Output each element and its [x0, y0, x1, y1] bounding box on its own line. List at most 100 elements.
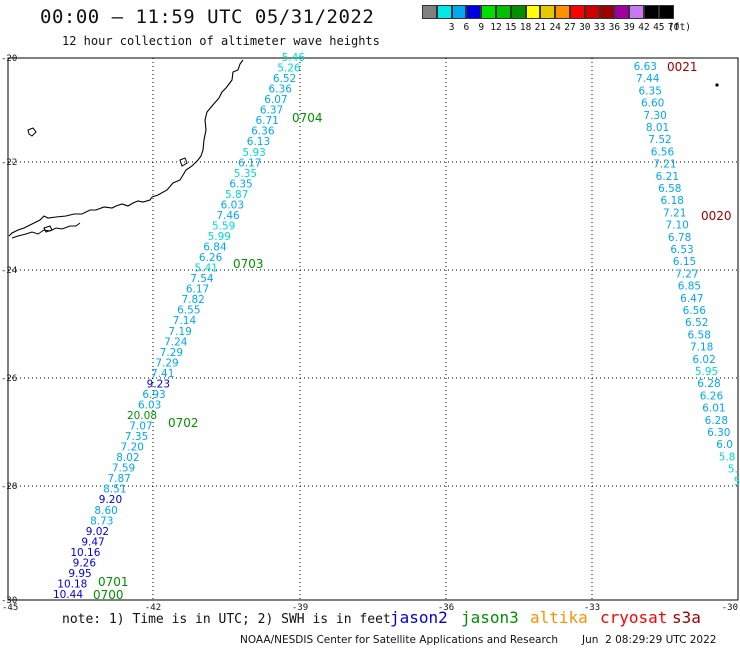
legend-swatch	[584, 5, 600, 19]
satellite-label: cryosat	[600, 608, 668, 627]
map-grid	[8, 58, 738, 600]
lon-label: -36	[438, 603, 454, 613]
wave-height-reading: 6.30	[707, 427, 730, 439]
legend-swatch	[614, 5, 630, 19]
wave-height-reading: 5.59	[212, 220, 235, 232]
wave-height-reading: 6.0	[716, 439, 733, 451]
wave-height-reading: 6.58	[688, 329, 711, 341]
coastline	[151, 59, 244, 198]
wave-height-reading: 10.44	[53, 589, 83, 601]
legend-swatch	[525, 5, 541, 19]
wave-height-reading: 6.35	[639, 85, 662, 97]
wave-height-reading: 6.28	[697, 378, 720, 390]
island	[179, 157, 188, 167]
legend-swatch	[466, 5, 482, 19]
wave-height-reading: 5	[734, 476, 740, 488]
wave-height-reading: 7.21	[653, 159, 676, 171]
legend-label: 18	[519, 22, 532, 33]
wave-height-reading: 7.35	[125, 431, 148, 443]
wave-height-reading: 7.54	[190, 273, 214, 285]
wave-height-reading: 6.15	[673, 256, 696, 268]
legend-swatch	[496, 5, 511, 19]
wave-height-reading: 9.23	[147, 378, 170, 390]
wave-height-reading: 6.53	[670, 244, 693, 256]
wave-height-reading: 6.36	[269, 84, 293, 96]
wave-height-reading: 6.47	[680, 293, 703, 305]
wave-height-reading: 7.29	[155, 357, 178, 369]
wave-height-reading: 7.30	[643, 110, 666, 122]
wave-height-reading: 6.52	[273, 73, 296, 85]
legend-label: 45	[653, 22, 665, 33]
wave-height-reading: 6.56	[651, 146, 675, 158]
credit-text: NOAA/NESDIS Center for Satellite Applica…	[240, 634, 558, 646]
legend-swatch	[599, 5, 615, 19]
track-time-label: 0702	[168, 416, 199, 430]
lat-label: -20	[1, 54, 17, 64]
coastline-inlet	[11, 222, 81, 239]
wave-height-reading: 6.28	[705, 415, 728, 427]
track-time-label: 0020	[701, 209, 732, 223]
wave-height-reading: 7.29	[160, 347, 183, 359]
wave-height-reading: 6.55	[177, 305, 200, 317]
satellite-label: jason3	[461, 608, 519, 627]
track-time-label: 0700	[93, 588, 124, 602]
wave-height-reading: 7.21	[663, 207, 686, 219]
footer-note: note: 1) Time is in UTC; 2) SWH is in fe…	[62, 612, 391, 627]
legend-swatch	[570, 5, 585, 19]
legend-label: 42	[638, 22, 650, 33]
track-time-label: 0704	[292, 111, 323, 125]
wave-height-reading: 7.52	[648, 134, 671, 146]
wave-height-reading: 7.82	[181, 294, 204, 306]
legend-label: 6	[463, 22, 470, 33]
wave-height-reading: 5.26	[277, 63, 301, 75]
wave-height-reading: 6.56	[683, 305, 707, 317]
wave-height-reading: 6.07	[264, 94, 287, 106]
legend-swatch	[629, 5, 644, 19]
wave-height-reading: 6.60	[641, 98, 664, 110]
lat-label: -22	[1, 158, 17, 168]
legend-label: 70	[667, 22, 680, 33]
wave-height-reading: 6.18	[661, 195, 684, 207]
wave-height-reading: 7.59	[112, 463, 135, 475]
wave-height-reading: 6.17	[186, 284, 209, 296]
island	[27, 127, 37, 137]
wave-height-reading: 5.	[728, 464, 738, 476]
wave-height-reading: 7.19	[168, 326, 191, 338]
track-time-label: 0703	[233, 257, 264, 271]
wave-height-reading: 7.41	[151, 368, 174, 380]
wave-height-reading: 7.87	[107, 473, 130, 485]
legend-label: 15	[505, 22, 517, 33]
wave-height-reading: 6.26	[199, 252, 223, 264]
legend-label: 9	[478, 22, 485, 33]
credit-date: Jun 2 08:29:29 UTC 2022	[582, 634, 717, 646]
wave-height-reading: 9.20	[99, 494, 122, 506]
lon-label: -33	[584, 603, 600, 613]
legend-unit: (ft)	[668, 22, 692, 33]
wave-height-reading: 7.10	[665, 220, 688, 232]
wave-height-reading: 6.17	[238, 157, 261, 169]
lon-label: -45	[2, 603, 18, 613]
legend-label: 30	[579, 22, 591, 33]
wave-height-reading: 20.08	[127, 410, 157, 422]
wave-height-reading: 6.01	[702, 403, 725, 415]
wave-height-reading: 9.95	[68, 568, 91, 580]
legend-swatch	[658, 5, 674, 19]
island	[43, 225, 53, 233]
legend-swatch	[644, 5, 659, 19]
wave-height-reading: 5.41	[195, 263, 218, 275]
legend-swatch	[540, 5, 556, 19]
track-time-label: 0701	[98, 575, 129, 589]
lat-label: -24	[1, 266, 17, 276]
lat-label: -26	[1, 374, 17, 384]
wave-height-reading: 7.07	[129, 421, 152, 433]
legend-swatch	[436, 5, 452, 19]
wave-height-reading: 7.44	[636, 73, 660, 85]
legend-swatch	[422, 5, 437, 19]
satellite-label: s3a	[672, 608, 701, 627]
wave-height-reading: 8.73	[90, 515, 113, 527]
wave-height-reading: 5.87	[225, 189, 248, 201]
lon-label: -39	[292, 603, 308, 613]
legend-swatch	[481, 5, 496, 19]
legend-label: 21	[534, 22, 547, 33]
wave-height-reading: 6.85	[678, 281, 701, 293]
